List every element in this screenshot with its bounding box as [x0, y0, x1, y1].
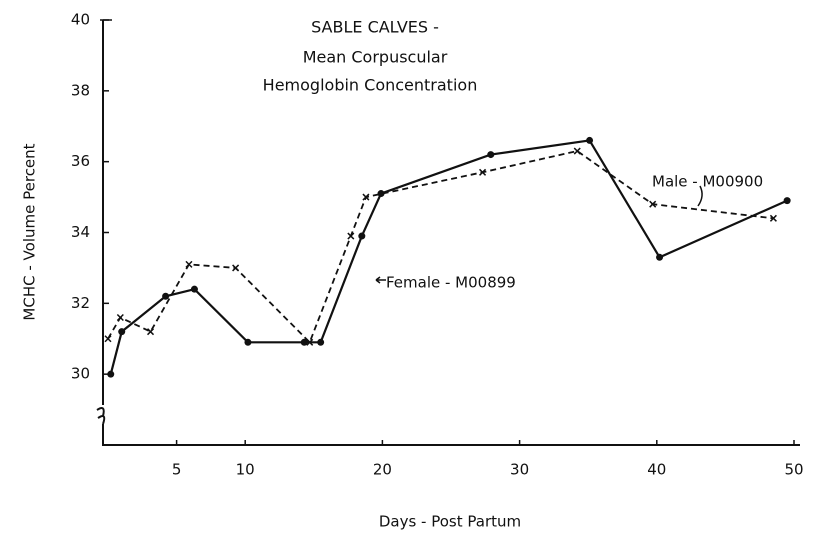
- data-point: [377, 190, 385, 198]
- data-point: [306, 338, 314, 346]
- data-point: [116, 313, 124, 322]
- data-point: [107, 370, 115, 378]
- series-label: Female - M00899: [386, 274, 516, 292]
- data-point: [347, 232, 355, 240]
- data-point: [362, 193, 370, 201]
- x-tick-label: 20: [373, 461, 392, 479]
- data-point: [244, 338, 252, 346]
- data-point: [479, 168, 487, 176]
- series-line: [107, 150, 774, 344]
- x-axis-label: Days - Post Partum: [379, 513, 521, 531]
- x-tick-label: 30: [510, 461, 529, 479]
- y-tick-label: 36: [71, 152, 90, 170]
- data-point: [487, 151, 495, 159]
- data-point: [769, 214, 777, 222]
- data-point: [358, 232, 366, 240]
- x-tick-label: 50: [784, 461, 803, 479]
- y-tick-label: 38: [71, 81, 90, 99]
- data-point: [586, 136, 594, 144]
- data-point: [649, 200, 657, 208]
- data-point: [118, 328, 126, 336]
- y-tick-label: 34: [71, 223, 90, 241]
- data-point: [783, 197, 791, 205]
- annotation-arrow: [697, 185, 703, 207]
- data-point: [656, 253, 664, 261]
- x-tick-label: 40: [647, 461, 666, 479]
- y-tick-label: 32: [71, 294, 90, 312]
- data-point: [573, 147, 581, 155]
- axes: [96, 20, 800, 446]
- data-point: [185, 260, 193, 268]
- y-tick-label: 40: [71, 11, 90, 29]
- annotation-arrow: [375, 276, 386, 284]
- chart-title: SABLE CALVES -: [311, 18, 439, 37]
- y-tick-label: 30: [71, 365, 90, 383]
- y-axis-label: MCHC - Volume Percent: [21, 143, 39, 320]
- data-point: [317, 338, 325, 346]
- x-tick-label: 10: [236, 461, 255, 479]
- data-point: [147, 328, 155, 336]
- series-label: Male - M00900: [652, 173, 763, 191]
- x-tick-label: 5: [172, 461, 182, 479]
- chart-title: Hemoglobin Concentration: [263, 76, 478, 95]
- data-point: [104, 335, 112, 343]
- data-point: [190, 285, 198, 293]
- data-point: [162, 292, 170, 300]
- data-point: [300, 338, 308, 346]
- data-point: [232, 264, 240, 272]
- chart-title: Mean Corpuscular: [303, 48, 448, 67]
